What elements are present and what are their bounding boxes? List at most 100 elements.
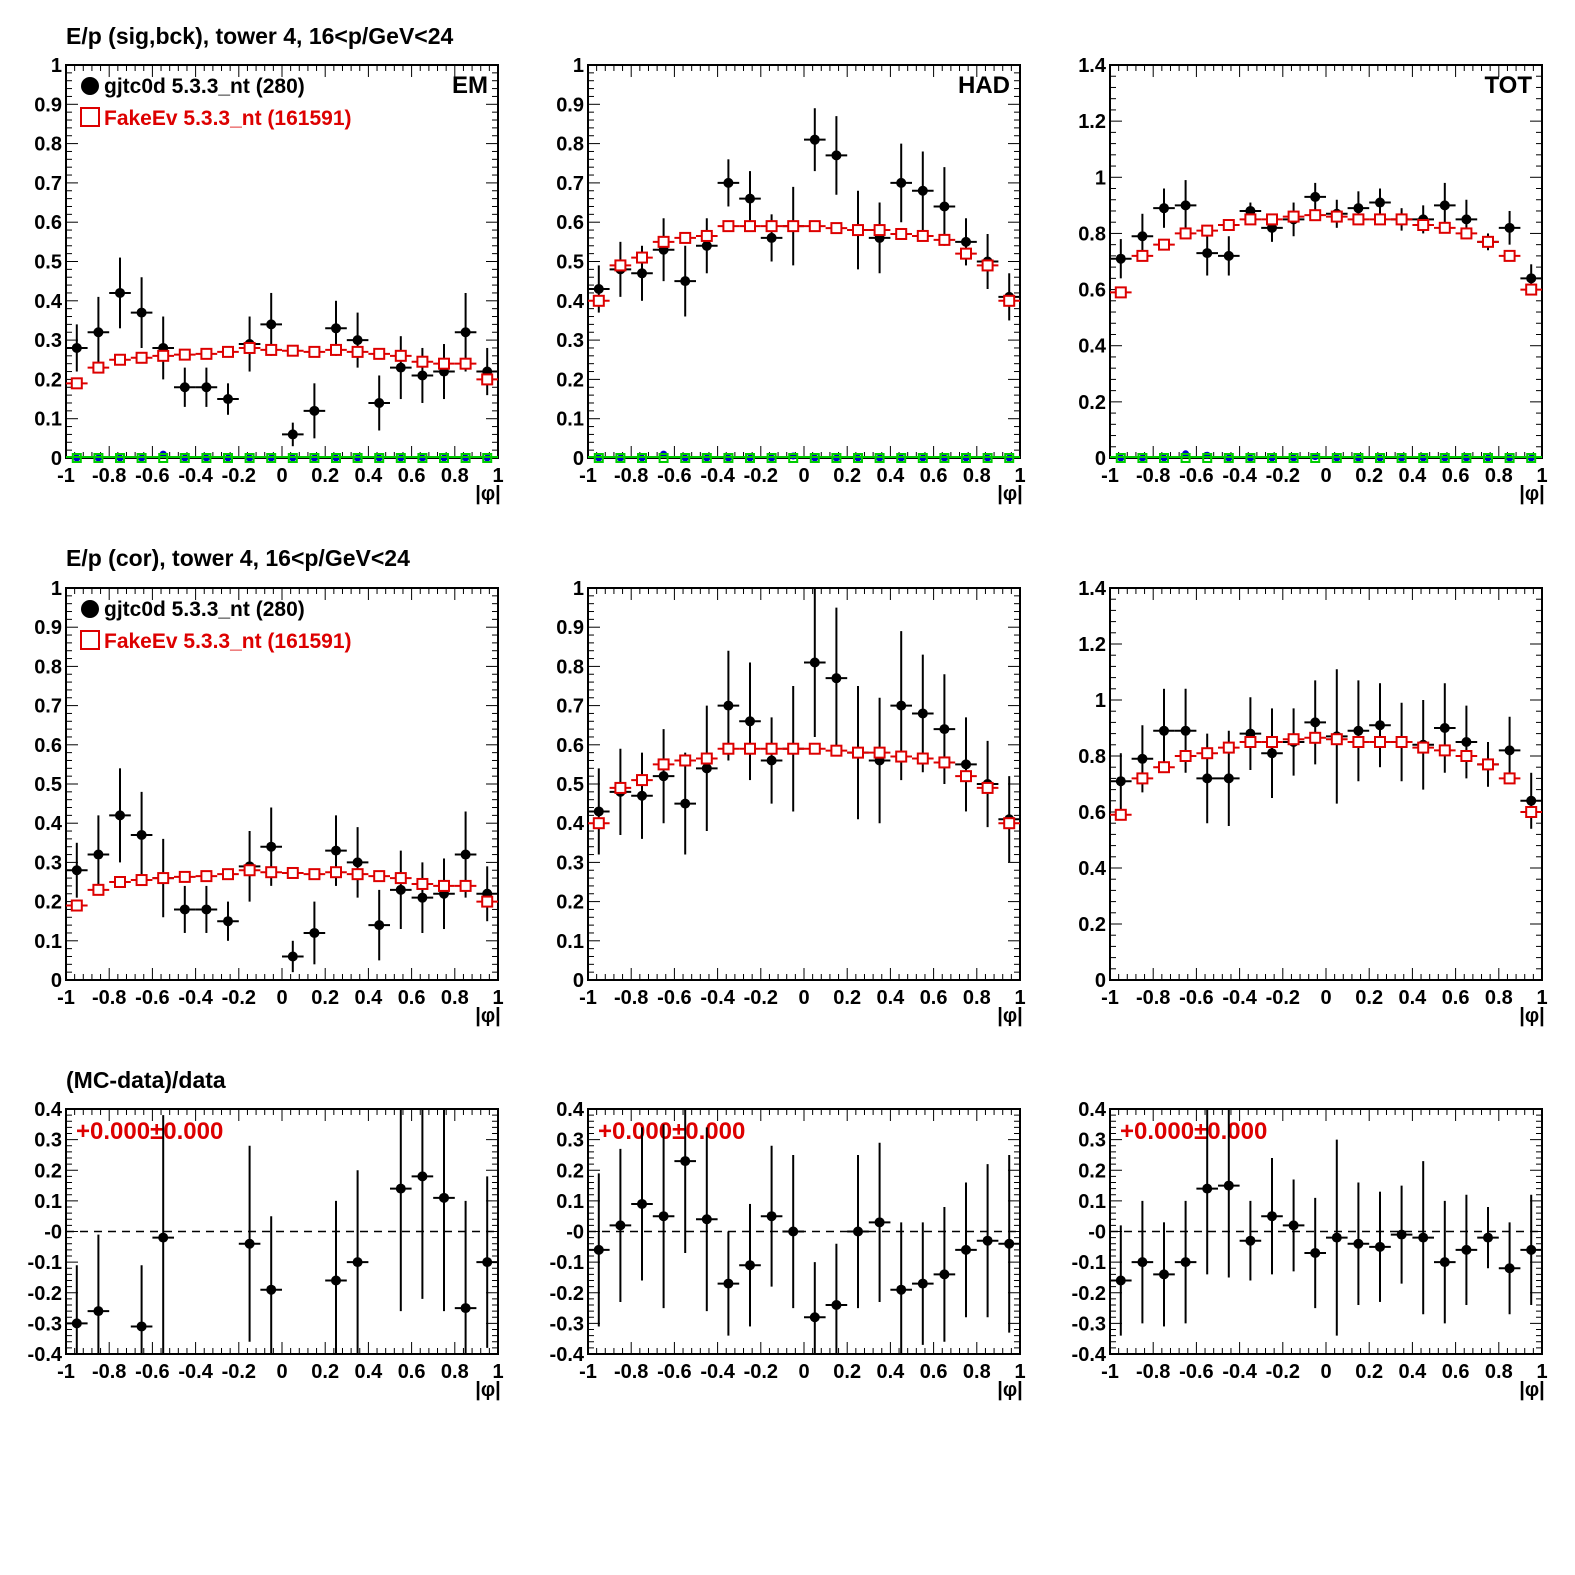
x-tick-label: -0.8 <box>92 987 126 1009</box>
mc-point <box>92 361 105 374</box>
x-tick-label: 0.8 <box>1485 1361 1513 1383</box>
x-tick-label: -1 <box>57 465 75 487</box>
x-tick-label: -0.8 <box>1136 1361 1170 1383</box>
data-point <box>701 240 712 251</box>
legend-mc-marker <box>80 630 100 650</box>
data-point <box>417 370 428 381</box>
data-point <box>287 951 298 962</box>
mc-point <box>657 758 670 771</box>
mc-point <box>830 222 843 235</box>
mc-point <box>1395 736 1408 748</box>
y-tick-label: 0 <box>51 448 62 470</box>
x-tick-label: -0.8 <box>1136 465 1170 487</box>
data-point <box>395 1183 406 1194</box>
mc-point <box>1374 736 1386 748</box>
mc-point <box>459 879 472 892</box>
legend-data-label: gjtc0d 5.3.3_nt (280) <box>104 598 305 621</box>
mc-point <box>722 220 735 233</box>
data-point <box>223 394 233 405</box>
data-point <box>352 335 363 346</box>
mc-point <box>92 883 105 896</box>
data-point <box>331 1275 341 1286</box>
mc-point <box>1525 806 1538 818</box>
y-tick-label: -0 <box>566 1222 584 1244</box>
data-point <box>1159 725 1169 736</box>
x-tick-label: 0 <box>276 465 287 487</box>
data-point <box>1504 1263 1515 1274</box>
data-point <box>1310 717 1321 728</box>
data-point <box>809 657 820 668</box>
data-point <box>1353 1238 1364 1249</box>
x-tick-label: 0.6 <box>920 465 948 487</box>
mc-point <box>808 220 821 233</box>
x-tick-label: 1 <box>1014 1361 1025 1383</box>
mc-point <box>1503 249 1516 262</box>
x-tick-label: -0.2 <box>744 987 778 1009</box>
x-tick-label: 0 <box>1320 465 1331 487</box>
x-tick-label: 0 <box>798 1361 809 1383</box>
data-point <box>1180 725 1191 736</box>
x-tick-label: 0 <box>276 1361 287 1383</box>
data-point <box>223 916 233 927</box>
panel-ratio-em: -1 -0.8 -0.6 -0.4 -0.2 0 0.2 0.4 0.6 0.8 1 -0.4 -0.3… <box>28 1099 504 1401</box>
x-tick-label: -0.2 <box>1266 1361 1300 1383</box>
y-tick-label: 0.1 <box>556 409 584 431</box>
data-point <box>917 708 928 719</box>
y-tick-label: -0.4 <box>1072 1344 1107 1366</box>
mc-point <box>830 744 843 757</box>
y-tick-label: 0.3 <box>34 330 62 352</box>
mc-point <box>1482 758 1494 771</box>
data-point <box>136 1321 147 1332</box>
data-point <box>766 755 777 766</box>
data-point <box>1504 222 1515 233</box>
x-tick-label: 0 <box>1320 987 1331 1009</box>
y-tick-label: 0.1 <box>34 409 62 431</box>
data-point <box>701 1214 712 1225</box>
x-tick-label: -1 <box>1101 1361 1119 1383</box>
x-tick-label: 0.8 <box>963 1361 991 1383</box>
series-1 <box>588 220 1020 307</box>
x-tick-label: 0.4 <box>1398 987 1427 1009</box>
mc-point <box>1482 235 1494 248</box>
mc-point <box>787 220 800 233</box>
x-tick-label: -0.4 <box>1222 1361 1257 1383</box>
data-point <box>136 829 147 840</box>
mc-point <box>744 220 756 233</box>
y-tick-label: -0.2 <box>550 1283 584 1305</box>
mc-point <box>330 866 342 879</box>
x-tick-label: 0.2 <box>311 465 339 487</box>
mc-point <box>938 233 951 246</box>
mc-point <box>722 742 735 755</box>
x-tick-label: -0.8 <box>92 1361 126 1383</box>
data-point <box>287 429 298 440</box>
x-tick-label: 0.4 <box>1398 465 1427 487</box>
y-tick-label: 1 <box>573 578 584 600</box>
data-point <box>853 1226 863 1237</box>
row-title-cor: E/p (cor), tower 4, 16<p/GeV<24 <box>66 545 410 571</box>
mc-point <box>286 866 299 879</box>
data-point <box>115 810 125 821</box>
data-point <box>593 1244 604 1255</box>
y-tick-label: 0.8 <box>1078 223 1106 245</box>
x-tick-label: 0 <box>798 987 809 1009</box>
mc-point <box>1179 750 1192 762</box>
y-tick-label: 0.3 <box>556 1130 584 1152</box>
data-point <box>1115 1275 1126 1286</box>
data-point <box>831 1300 842 1310</box>
data-point <box>896 700 907 711</box>
data-point <box>1418 1232 1429 1243</box>
x-tick-label: 0.2 <box>1355 987 1383 1009</box>
data-point <box>745 193 755 204</box>
x-tick-label: 0.6 <box>920 1361 948 1383</box>
x-tick-label: -0.6 <box>1179 987 1213 1009</box>
legend-mc-label: FakeEv 5.3.3_nt (161591) <box>104 630 352 653</box>
data-point <box>809 134 820 145</box>
mc-point <box>265 866 278 879</box>
data-point <box>637 790 647 801</box>
mc-point <box>135 351 148 364</box>
y-tick-label: 0 <box>573 448 584 470</box>
x-tick-label: 0.4 <box>876 465 905 487</box>
mc-point <box>157 349 170 362</box>
x-axis-label: |φ| <box>475 483 501 505</box>
mc-point <box>787 742 800 755</box>
